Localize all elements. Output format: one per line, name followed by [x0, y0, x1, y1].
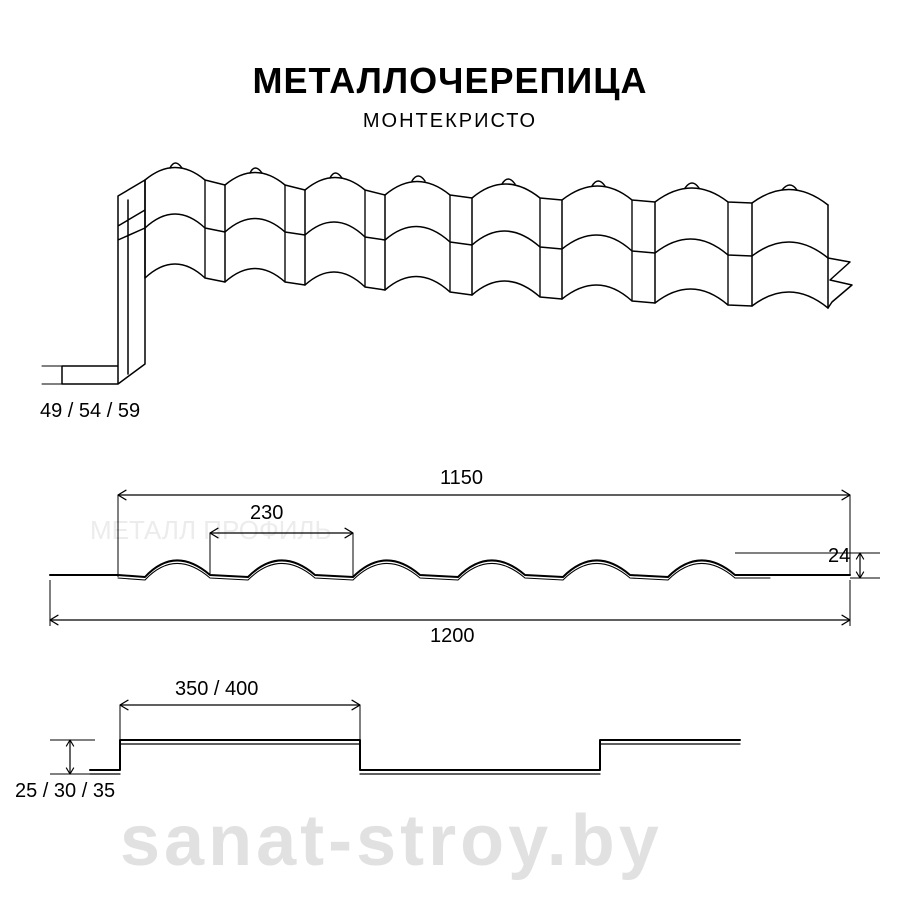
profile-drawing	[0, 445, 900, 645]
page-title: МЕТАЛЛОЧЕРЕПИЦА	[0, 60, 900, 102]
side-drawing	[0, 680, 900, 820]
perspective-drawing	[0, 140, 900, 430]
page-subtitle: МОНТЕКРИСТО	[0, 110, 900, 133]
